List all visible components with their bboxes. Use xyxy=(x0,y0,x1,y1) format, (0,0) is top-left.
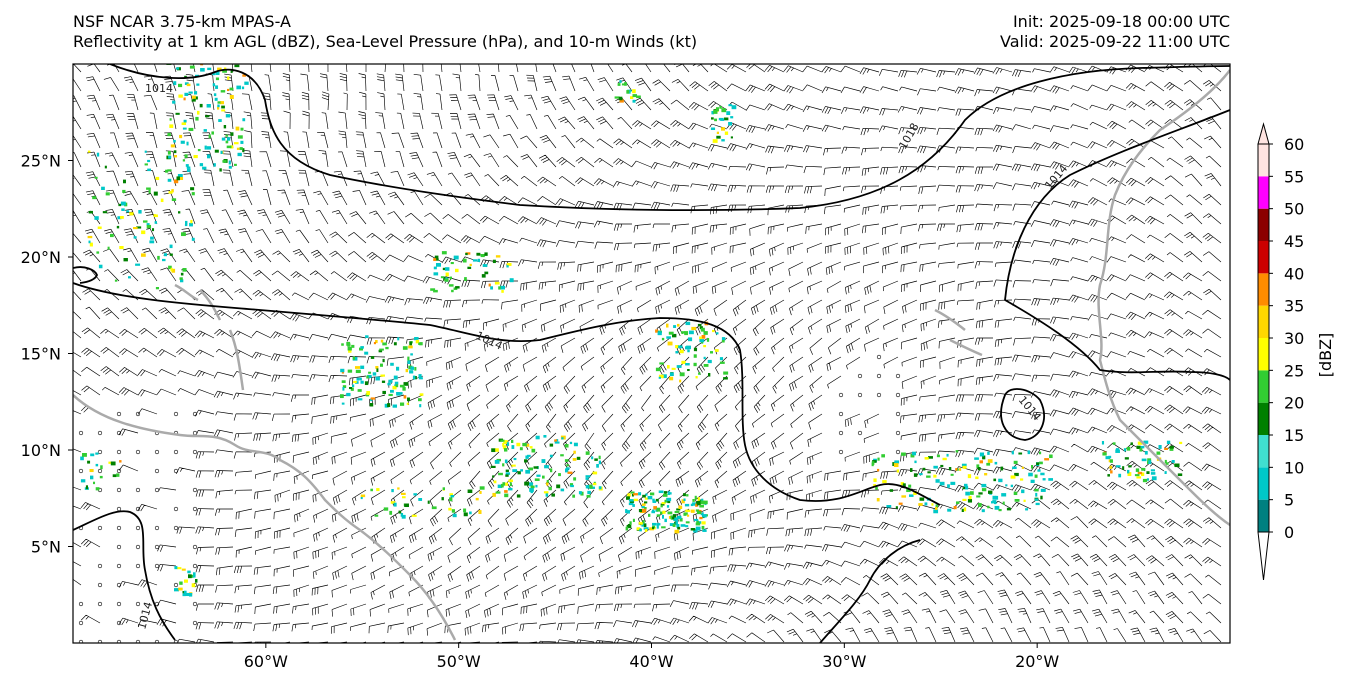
colorbar-segment xyxy=(1258,176,1269,209)
reflectivity-field xyxy=(80,64,1183,597)
wind-barb-paths xyxy=(73,64,1222,643)
title-right: Init: 2025-09-18 00:00 UTC Valid: 2025-0… xyxy=(1000,12,1230,52)
colorbar-tick-label: 10 xyxy=(1284,458,1304,477)
colorbar-tick-label: 25 xyxy=(1284,361,1304,380)
colorbar-tick-label: 15 xyxy=(1284,426,1304,445)
colorbar-tick-label: 30 xyxy=(1284,329,1304,348)
colorbar-tick-label: 40 xyxy=(1284,264,1304,283)
colorbar: 0 5 10 15 20 25 30 35 40 45 50 55 60 [dBZ] xyxy=(1257,122,1335,581)
colorbar-segment xyxy=(1258,241,1269,274)
lon-tick-label: 50°W xyxy=(437,652,481,671)
colorbar-tick-label: 20 xyxy=(1284,394,1304,413)
model-title: NSF NCAR 3.75-km MPAS-A xyxy=(73,12,291,31)
colorbar-segment xyxy=(1258,273,1269,306)
axis-ticks: 60°W 50°W 40°W 30°W 20°W 25°N 20°N 15°N 10°N 5°N xyxy=(21,152,1060,672)
lon-tick-label: 40°W xyxy=(629,652,673,671)
isobar-closed-low xyxy=(1000,388,1045,441)
lat-tick-label: 15°N xyxy=(21,345,61,364)
isobar-labels: 1014 1018 1014 1014 1014 1014 xyxy=(135,82,1070,631)
colorbar-tick-label: 5 xyxy=(1284,491,1294,510)
colorbar-tick-label: 45 xyxy=(1284,232,1304,251)
colorbar-segment xyxy=(1258,499,1269,532)
isobar-label: 1014 xyxy=(145,82,173,95)
colorbar-segment xyxy=(1258,370,1269,403)
map-area: 1014 1018 1014 1014 1014 1014 xyxy=(73,64,1230,643)
colorbar-segment xyxy=(1258,435,1269,468)
title-left: NSF NCAR 3.75-km MPAS-A Reflectivity at … xyxy=(73,12,697,52)
coastline-west-africa xyxy=(1097,69,1230,527)
colorbar-segment xyxy=(1258,338,1269,371)
colorbar-segment xyxy=(1258,467,1269,500)
colorbar-tick-label: 60 xyxy=(1284,135,1304,154)
lat-tick-label: 20°N xyxy=(21,248,61,267)
colorbar-extend-low xyxy=(1257,531,1270,581)
lat-tick-label: 25°N xyxy=(21,152,61,171)
colorbar-tick-label: 55 xyxy=(1284,167,1304,186)
colorbar-extend-high xyxy=(1257,122,1270,145)
sea-level-pressure-isobars xyxy=(73,64,1230,643)
init-time: Init: 2025-09-18 00:00 UTC xyxy=(1012,12,1230,31)
isobar-west-loop xyxy=(73,266,941,506)
lat-tick-label: 5°N xyxy=(31,538,61,557)
colorbar-tick-label: 35 xyxy=(1284,297,1304,316)
wind-barbs xyxy=(73,64,1222,643)
colorbar-ticks: 0 5 10 15 20 25 30 35 40 45 50 55 60 xyxy=(1269,135,1304,542)
isobar-label: 1018 xyxy=(896,121,921,152)
isobar-south-center xyxy=(819,539,921,643)
isobar-label: 1014 xyxy=(135,600,155,630)
coastlines xyxy=(73,69,1230,641)
isobar-label: 1014 xyxy=(474,329,505,353)
colorbar-segment xyxy=(1258,402,1269,435)
isobar-southwest xyxy=(73,510,176,641)
lon-tick-label: 30°W xyxy=(822,652,866,671)
valid-time: Valid: 2025-09-22 11:00 UTC xyxy=(999,32,1230,51)
colorbar-tick-label: 50 xyxy=(1284,200,1304,219)
colorbar-segment xyxy=(1258,208,1269,241)
isobar-north-1014 xyxy=(109,64,1230,212)
lat-tick-label: 10°N xyxy=(21,441,61,460)
colorbar-segment xyxy=(1258,144,1269,177)
coastline-caribbean-islands xyxy=(174,283,245,391)
coastline-cape-verde xyxy=(934,308,983,357)
colorbar-segment xyxy=(1258,305,1269,338)
lon-tick-label: 60°W xyxy=(244,652,288,671)
isobar-east-1014 xyxy=(1004,109,1230,381)
coastline-south-america xyxy=(73,394,457,641)
lon-tick-label: 20°W xyxy=(1015,652,1059,671)
fields-title: Reflectivity at 1 km AGL (dBZ), Sea-Leve… xyxy=(73,32,698,51)
colorbar-label: [dBZ] xyxy=(1316,333,1335,378)
colorbar-tick-label: 0 xyxy=(1284,523,1294,542)
colorbar-segments xyxy=(1257,122,1270,581)
